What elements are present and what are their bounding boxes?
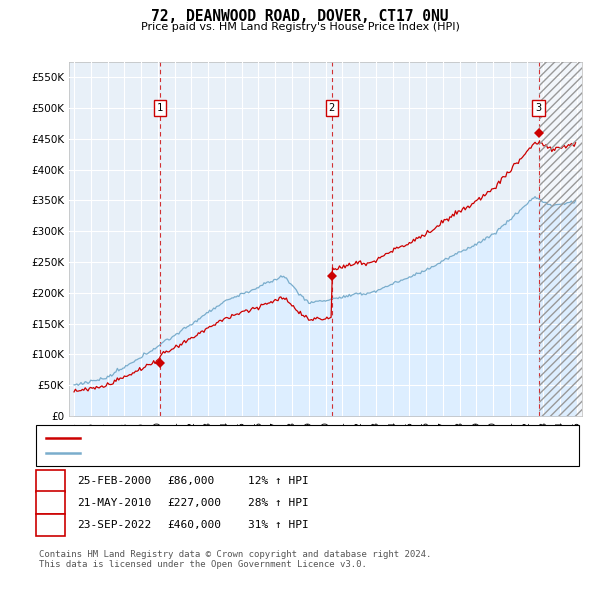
Text: Price paid vs. HM Land Registry's House Price Index (HPI): Price paid vs. HM Land Registry's House …: [140, 22, 460, 32]
Text: 72, DEANWOOD ROAD, DOVER, CT17 0NU: 72, DEANWOOD ROAD, DOVER, CT17 0NU: [151, 9, 449, 24]
Text: 1: 1: [157, 103, 163, 113]
Text: 2: 2: [47, 498, 54, 507]
Text: £86,000: £86,000: [167, 476, 214, 486]
Text: HPI: Average price, semi-detached house, Dover: HPI: Average price, semi-detached house,…: [87, 448, 357, 458]
Text: £227,000: £227,000: [167, 498, 221, 507]
Text: 28% ↑ HPI: 28% ↑ HPI: [248, 498, 308, 507]
Text: Contains HM Land Registry data © Crown copyright and database right 2024.
This d: Contains HM Land Registry data © Crown c…: [39, 550, 431, 569]
Text: 3: 3: [47, 520, 54, 530]
Text: 3: 3: [536, 103, 542, 113]
Bar: [539, 62, 582, 416]
Text: 21-MAY-2010: 21-MAY-2010: [77, 498, 151, 507]
Text: 23-SEP-2022: 23-SEP-2022: [77, 520, 151, 530]
Text: 25-FEB-2000: 25-FEB-2000: [77, 476, 151, 486]
Bar: [539, 62, 582, 416]
Text: 72, DEANWOOD ROAD, DOVER, CT17 0NU (semi-detached house): 72, DEANWOOD ROAD, DOVER, CT17 0NU (semi…: [87, 434, 416, 443]
Text: 12% ↑ HPI: 12% ↑ HPI: [248, 476, 308, 486]
Text: £460,000: £460,000: [167, 520, 221, 530]
Text: 31% ↑ HPI: 31% ↑ HPI: [248, 520, 308, 530]
Text: 1: 1: [47, 476, 54, 486]
Text: 2: 2: [329, 103, 335, 113]
